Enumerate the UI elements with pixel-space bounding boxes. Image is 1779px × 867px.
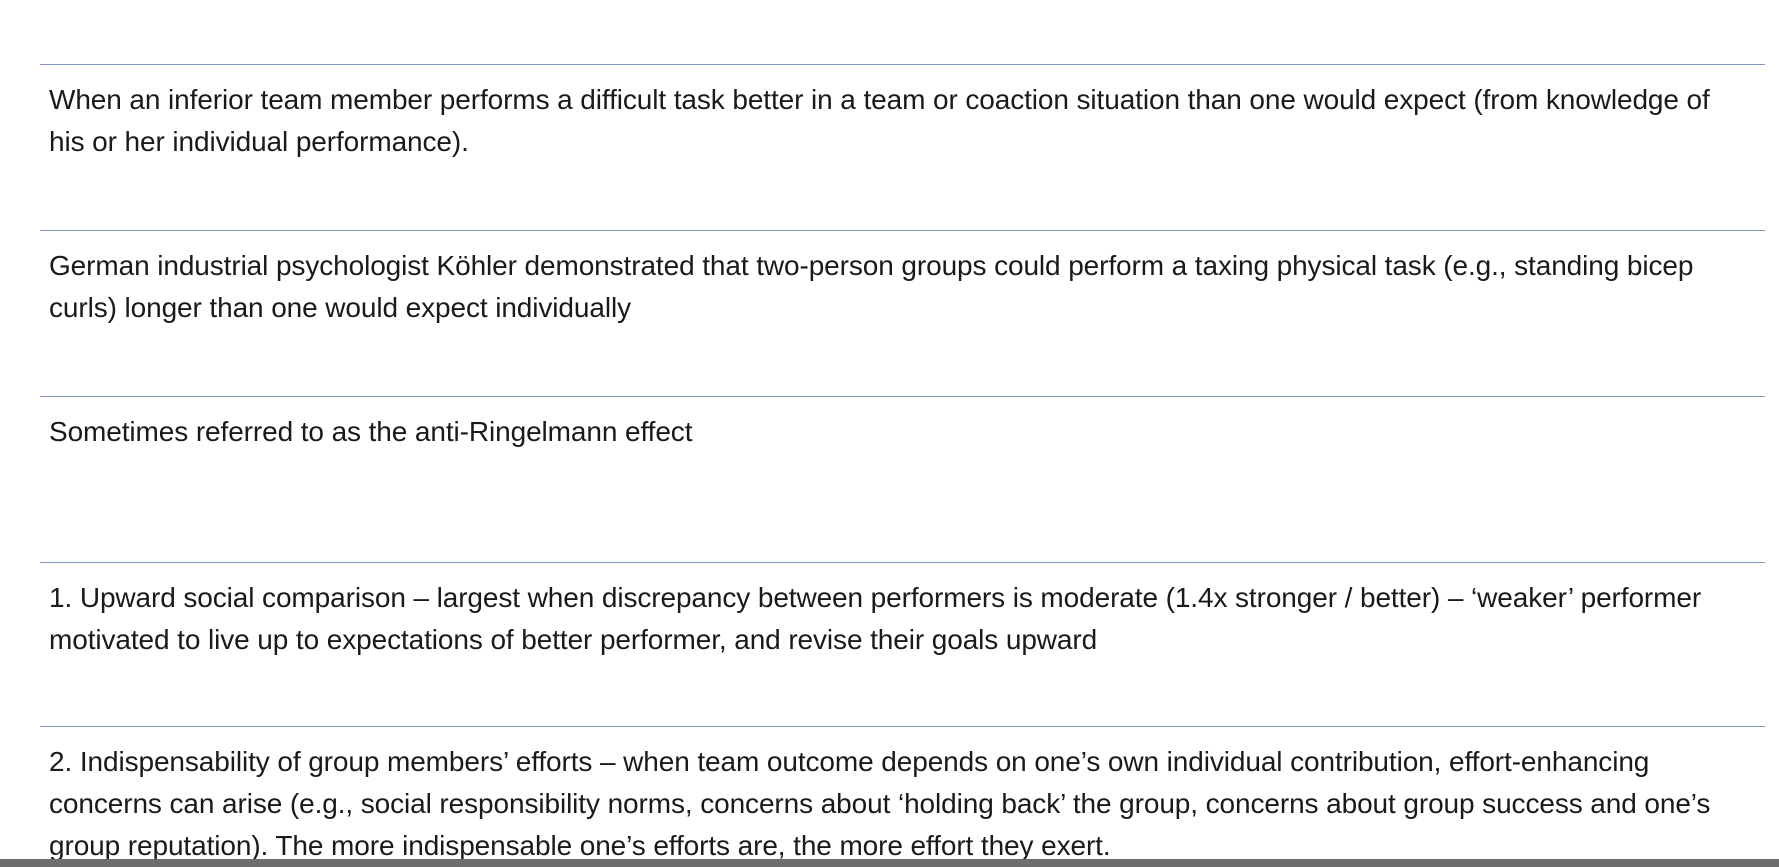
row-text: German industrial psychologist Köhler de… — [49, 250, 1694, 323]
table-row: When an inferior team member performs a … — [40, 64, 1765, 230]
row-text: When an inferior team member performs a … — [49, 84, 1710, 157]
window-bottom-bar — [0, 859, 1779, 867]
table-row: 1. Upward social comparison – largest wh… — [40, 562, 1765, 726]
table-row: German industrial psychologist Köhler de… — [40, 230, 1765, 396]
row-text: 1. Upward social comparison – largest wh… — [49, 582, 1702, 655]
table-row: Sometimes referred to as the anti-Ringel… — [40, 396, 1765, 562]
row-text: Sometimes referred to as the anti-Ringel… — [49, 416, 693, 447]
table-row: 2. Indispensability of group members’ ef… — [40, 726, 1765, 867]
row-text: 2. Indispensability of group members’ ef… — [49, 746, 1711, 861]
